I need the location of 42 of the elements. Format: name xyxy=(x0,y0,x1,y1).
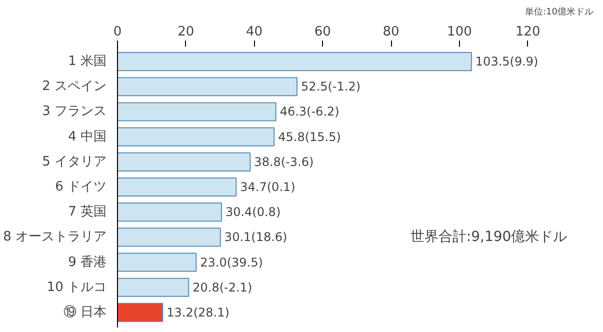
text: 単位:10億米ドル xyxy=(525,6,594,18)
bar xyxy=(118,52,472,72)
bar xyxy=(118,127,275,146)
y-tick-label: 6 ドイツ xyxy=(55,180,107,194)
bar xyxy=(118,228,221,247)
y-tick-label: 4 中国 xyxy=(68,129,107,144)
bar xyxy=(118,252,197,272)
y-tick-label: 7 英国 xyxy=(68,204,107,220)
x-tick-label: 80 xyxy=(382,24,400,40)
x-tick-label: 100 xyxy=(447,24,472,40)
bar xyxy=(118,77,298,96)
y-tick-label: ⑲ 日本 xyxy=(63,304,107,320)
y-tick-label: 5 イタリア xyxy=(42,154,107,170)
x-tick-label: 20 xyxy=(178,24,194,40)
data-label: 45.8(15.5) xyxy=(278,130,341,144)
bar xyxy=(118,278,190,297)
y-tick-label: 3 フランス xyxy=(42,104,107,120)
bar xyxy=(118,302,164,322)
data-label: 23.0(39.5) xyxy=(200,255,263,270)
y-tick-label: 2 スペイン xyxy=(42,79,107,94)
data-label: 20.8(-2.1) xyxy=(192,280,252,294)
y-tick-label: 10 トルコ xyxy=(46,280,107,295)
bar xyxy=(118,102,276,122)
x-tick-label: 60 xyxy=(314,24,331,40)
x-tick-label: 120 xyxy=(515,24,540,40)
annotation: 世界合計:9,190億米ドル xyxy=(410,229,568,246)
y-tick-label: 8 オーストラリア xyxy=(3,230,107,245)
y-tick-label: 9 香港 xyxy=(68,254,107,270)
data-label: 52.5(-1.2) xyxy=(301,80,361,94)
data-label: 103.5(9.9) xyxy=(475,54,538,69)
data-label: 46.3(-6.2) xyxy=(280,104,340,119)
data-label: 38.8(-3.6) xyxy=(254,154,314,169)
data-label: 30.4(0.8) xyxy=(225,205,281,220)
x-tick-label: 40 xyxy=(246,24,263,40)
data-label: 13.2(28.1) xyxy=(166,305,230,320)
data-label: 30.1(18.6) xyxy=(224,230,288,244)
bar xyxy=(118,202,222,222)
x-tick-label: 0 xyxy=(113,24,122,40)
bar xyxy=(118,152,251,172)
y-tick-label: 1 米国 xyxy=(68,54,107,70)
data-label: 34.7(0.1) xyxy=(240,180,296,194)
bar xyxy=(118,177,237,197)
